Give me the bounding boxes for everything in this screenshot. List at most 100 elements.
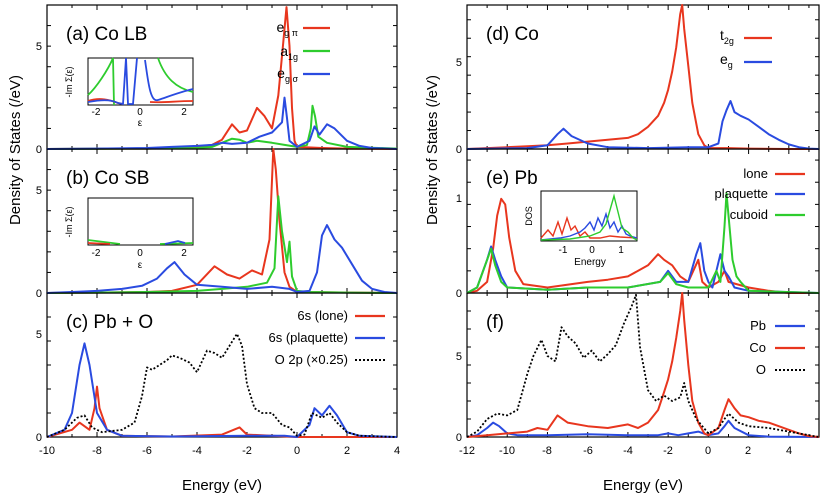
- legend-co: Co: [749, 340, 766, 355]
- legend-6s-lone: 6s (lone): [297, 308, 348, 323]
- panel-b-title: (b) Co SB: [66, 168, 149, 189]
- inset-e-ylabel: DOS: [524, 206, 534, 226]
- left-xtick-n6: -6: [142, 445, 152, 457]
- panel-f-legend: Pb Co O: [749, 318, 805, 377]
- inset-b-xtick-2: 2: [181, 248, 187, 259]
- inset-a-xtick-2: 2: [181, 107, 187, 118]
- left-xtick-n10: -10: [39, 445, 55, 457]
- panel-f-title: (f): [486, 312, 504, 333]
- series-plaquette: [466, 242, 820, 294]
- panel-b-ytick-0: 0: [36, 288, 42, 300]
- legend-6s-plaquette: 6s (plaquette): [269, 330, 349, 345]
- inset-a-xtick-n2: -2: [92, 107, 101, 118]
- panel-f-frame: [466, 292, 820, 438]
- panel-e-inset: DOS -1 0 1 Energy: [524, 190, 638, 268]
- left-xtick-4: 4: [394, 445, 400, 457]
- legend-o2p: O 2p (×0.25): [275, 352, 348, 367]
- panel-a-title: (a) Co LB: [66, 24, 147, 45]
- inset-e-green: [540, 193, 638, 241]
- left-xtick-0: 0: [294, 445, 300, 457]
- panel-c-title: (c) Pb + O: [66, 312, 153, 333]
- series-e-g-: [46, 148, 398, 294]
- left-xtick-n8: -8: [92, 445, 102, 457]
- right-xlabel: Energy (eV): [603, 477, 683, 494]
- panel-d: (d) Co 5 0 t2g eg: [456, 4, 820, 156]
- panel-b-inset-frame: [87, 197, 194, 246]
- inset-a-xtick-0: 0: [137, 107, 143, 118]
- inset-a-ylabel: -Im Σ(ε): [64, 66, 74, 97]
- panel-d-ytick-0: 0: [456, 144, 462, 156]
- left-xtick-n2: -2: [242, 445, 252, 457]
- inset-a-blue: [87, 57, 194, 106]
- panel-e-ytick-1: 1: [456, 193, 462, 205]
- panel-e-ytick-0: 0: [456, 288, 462, 300]
- panel-f: (f) 5 0 Pb Co O -12 -10 -8 -6 -4 -2 0 2 …: [456, 292, 820, 457]
- inset-b-blue: [164, 240, 186, 245]
- series-pb: [466, 419, 820, 438]
- panel-c-legend: 6s (lone) 6s (plaquette) O 2p (×0.25): [269, 308, 385, 367]
- panel-e-inset-frame: [540, 190, 638, 242]
- left-ylabel: Density of States (/eV): [7, 75, 24, 225]
- panel-a: (a) Co LB 5 0 eg π a1g eg σ -Im Σ(ε) -2 …: [36, 4, 398, 156]
- right-xtick-n6: -6: [583, 445, 593, 457]
- panel-e-legend: lone plaquette cuboid: [715, 166, 805, 222]
- panel-a-legend: eg π a1g eg σ: [276, 19, 330, 84]
- panel-f-lines: [466, 292, 820, 438]
- inset-e-xtick-0: 0: [589, 245, 595, 256]
- legend-lone: lone: [743, 166, 768, 181]
- left-xlabel: Energy (eV): [182, 477, 262, 494]
- panel-b: (b) Co SB 5 0 -Im Σ(ε) -2 0 2 ε: [36, 148, 398, 300]
- series-cuboid: [466, 192, 820, 294]
- left-xticks: -10 -8 -6 -4 -2 0 2 4: [39, 445, 400, 457]
- inset-b-ylabel: -Im Σ(ε): [64, 206, 74, 237]
- inset-b-red: [87, 242, 111, 245]
- inset-e-xtick-n1: -1: [559, 245, 568, 256]
- inset-e-red: [540, 215, 638, 239]
- panel-d-legend: t2g eg: [720, 27, 772, 70]
- series-e-g-: [46, 96, 398, 150]
- panel-d-title: (d) Co: [486, 24, 539, 45]
- panel-a-ytick-5: 5: [36, 41, 42, 53]
- panel-d-ytick-5: 5: [456, 57, 462, 69]
- left-xtick-2: 2: [344, 445, 350, 457]
- right-xtick-n4: -4: [623, 445, 633, 457]
- legend-plaquette: plaquette: [715, 186, 769, 201]
- right-xtick-n8: -8: [542, 445, 552, 457]
- right-xtick-0: 0: [705, 445, 711, 457]
- series-6s-plaquette-: [46, 342, 398, 438]
- right-xtick-n12: -12: [459, 445, 475, 457]
- series-e-g-: [46, 224, 398, 294]
- panel-a-inset: -Im Σ(ε) -2 0 2 ε: [64, 57, 194, 129]
- right-xtick-2: 2: [745, 445, 751, 457]
- inset-e-xtick-1: 1: [618, 245, 624, 256]
- series-o-2p-0-25-: [46, 332, 398, 438]
- panel-c-lines: [46, 292, 398, 438]
- panel-f-ytick-5: 5: [456, 351, 462, 363]
- panel-b-ytick-5: 5: [36, 185, 42, 197]
- right-xtick-4: 4: [786, 445, 792, 457]
- right-ylabel: Density of States (/eV): [424, 75, 441, 225]
- inset-b-xtick-0: 0: [137, 248, 143, 259]
- legend-o: O: [756, 362, 766, 377]
- panel-e-title: (e) Pb: [486, 168, 538, 189]
- legend-eg: eg: [720, 51, 733, 70]
- right-xtick-n10: -10: [499, 445, 515, 457]
- left-xtick-n4: -4: [192, 445, 202, 457]
- panel-c: (c) Pb + O 5 0 6s (lone) 6s (plaquette) …: [36, 292, 400, 457]
- legend-cuboid: cuboid: [730, 207, 768, 222]
- right-xtick-n2: -2: [663, 445, 673, 457]
- right-xticks: -12 -10 -8 -6 -4 -2 0 2 4: [459, 445, 792, 457]
- panel-c-ytick-5: 5: [36, 329, 42, 341]
- series-o: [466, 293, 820, 438]
- panel-c-ytick-0: 0: [36, 432, 42, 444]
- panel-a-lines: [46, 4, 398, 150]
- inset-b-xtick-n2: -2: [92, 248, 101, 259]
- panel-a-inset-frame: [87, 57, 194, 106]
- inset-b-xlabel: ε: [138, 260, 143, 271]
- panel-a-ytick-0: 0: [36, 144, 42, 156]
- panel-e: (e) Pb 1 0 lone plaquette cuboid DOS -1 …: [456, 148, 820, 300]
- panel-b-inset: -Im Σ(ε) -2 0 2 ε: [64, 197, 194, 271]
- legend-t2g: t2g: [720, 27, 734, 46]
- legend-pb: Pb: [750, 318, 766, 333]
